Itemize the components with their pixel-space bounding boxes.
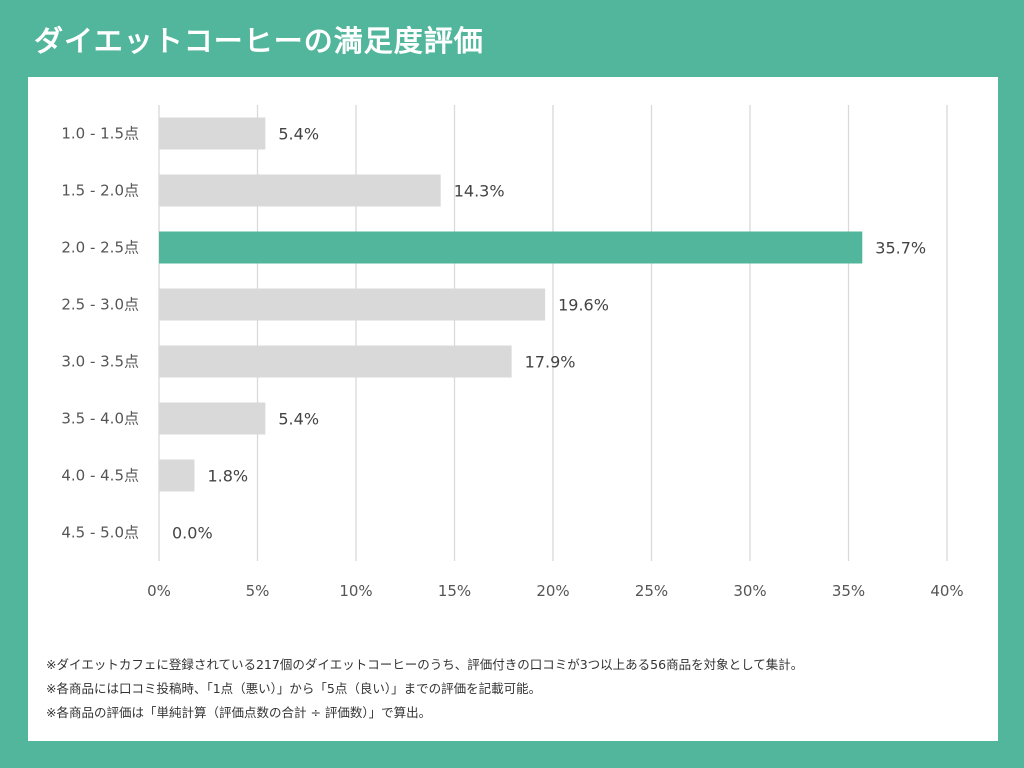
x-tick-label: 25% (635, 582, 668, 600)
category-label: 1.0 - 1.5点 (61, 125, 139, 143)
x-tick-label: 40% (930, 582, 963, 600)
category-label: 4.5 - 5.0点 (61, 524, 139, 542)
bar-chart: 0% 5% 10% 15% 20% 25% 30% 35% 40% 1.0 - 1.5点 5.4% 1… (61, 105, 964, 600)
category-label: 1.5 - 2.0点 (61, 182, 139, 200)
x-tick-label: 15% (438, 582, 471, 600)
x-tick-label: 10% (339, 582, 372, 600)
data-label: 14.3% (454, 182, 505, 201)
data-label: 0.0% (172, 524, 213, 543)
data-label: 35.7% (875, 239, 926, 258)
x-tick-label: 0% (147, 582, 171, 600)
footnote: ※各商品には口コミ投稿時、「1点（悪い）」から「5点（良い）」までの評価を記載可… (46, 681, 542, 696)
bar (159, 231, 863, 264)
data-label: 19.6% (558, 296, 609, 315)
data-label: 17.9% (525, 353, 576, 372)
x-tick-label: 30% (733, 582, 766, 600)
x-tick-label: 5% (246, 582, 270, 600)
bar (159, 402, 266, 435)
category-label: 4.0 - 4.5点 (61, 467, 139, 485)
data-label: 1.8% (207, 467, 248, 486)
page-title: ダイエットコーヒーの満足度評価 (34, 24, 484, 58)
bar (159, 288, 546, 321)
category-label: 3.0 - 3.5点 (61, 353, 139, 371)
category-label: 2.5 - 3.0点 (61, 296, 139, 314)
category-label: 2.0 - 2.5点 (61, 239, 139, 257)
data-label: 5.4% (278, 410, 319, 429)
bar (159, 459, 195, 492)
footnotes: ※ダイエットカフェに登録されている217個のダイエットコーヒーのうち、評価付きの… (46, 653, 803, 725)
footnote: ※各商品の評価は「単純計算（評価点数の合計 ÷ 評価数）」で算出。 (46, 705, 432, 720)
x-tick-label: 35% (832, 582, 865, 600)
bar (159, 174, 441, 207)
bar (159, 345, 512, 378)
x-tick-label: 20% (536, 582, 569, 600)
bar (159, 117, 266, 150)
data-label: 5.4% (278, 125, 319, 144)
chart-card: 0% 5% 10% 15% 20% 25% 30% 35% 40% 1.0 - 1.5点 5.4% 1… (28, 77, 998, 741)
category-label: 3.5 - 4.0点 (61, 410, 139, 428)
footnote: ※ダイエットカフェに登録されている217個のダイエットコーヒーのうち、評価付きの… (46, 657, 804, 672)
